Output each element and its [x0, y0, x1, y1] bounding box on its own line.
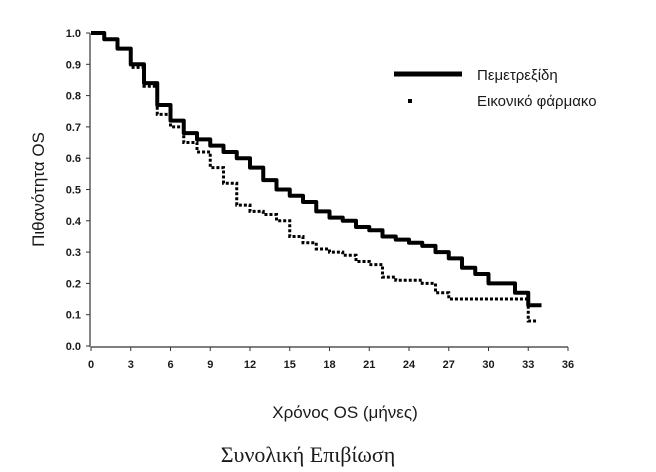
y-tick-label: 0.6 — [66, 153, 81, 165]
x-tick-label: 18 — [323, 359, 335, 371]
x-tick-label: 30 — [482, 359, 494, 371]
legend-label-pemetrexed: Πεμετρεξίδη — [477, 67, 558, 84]
x-tick-label: 36 — [562, 359, 574, 371]
x-tick-label: 9 — [207, 359, 213, 371]
x-tick-label: 0 — [88, 359, 94, 371]
x-tick-label: 6 — [167, 359, 173, 371]
y-tick-label: 0.9 — [66, 59, 81, 71]
x-tick-label: 15 — [284, 359, 296, 371]
y-tick-label: 0.8 — [66, 91, 81, 103]
x-tick-label: 12 — [244, 359, 256, 371]
x-tick-label: 27 — [443, 359, 455, 371]
legend-label-placebo: Εικονικό φάρμακο — [477, 93, 597, 110]
x-axis-label: Χρόνος OS (μήνες) — [272, 403, 417, 422]
y-tick-label: 0.5 — [66, 185, 81, 197]
x-tick-label: 24 — [403, 359, 416, 371]
legend: Πεμετρεξίδη Εικονικό φάρμακο — [394, 67, 597, 110]
x-axis-ticks: 0 3 6 9 12 15 18 21 24 27 30 33 36 — [88, 347, 574, 371]
y-tick-label: 0.0 — [66, 341, 81, 353]
series-layer — [91, 31, 542, 323]
y-tick-label: 0.3 — [66, 247, 81, 259]
x-tick-label: 33 — [522, 359, 534, 371]
series-line-placebo — [91, 31, 537, 323]
y-tick-label: 0.1 — [66, 310, 81, 322]
x-tick-label: 21 — [363, 359, 375, 371]
legend-swatch-placebo — [408, 99, 412, 103]
y-axis-ticks: 0.0 0.1 0.2 0.3 0.4 0.5 0.6 0.7 0.8 0.9 1.0 — [66, 28, 90, 353]
chart-caption: Συνολική Επιβίωση — [221, 442, 395, 467]
y-axis-label: Πιθανότητα OS — [29, 132, 48, 247]
y-tick-label: 0.4 — [66, 216, 82, 228]
y-tick-label: 0.2 — [66, 278, 81, 290]
series-line-pemetrexed — [91, 31, 542, 308]
x-tick-label: 3 — [128, 359, 134, 371]
y-tick-label: 1.0 — [66, 28, 81, 40]
y-tick-label: 0.7 — [66, 122, 81, 134]
plot-area: 0 3 6 9 12 15 18 21 24 27 30 33 36 0.00.10.20.30.40.… — [66, 28, 574, 371]
